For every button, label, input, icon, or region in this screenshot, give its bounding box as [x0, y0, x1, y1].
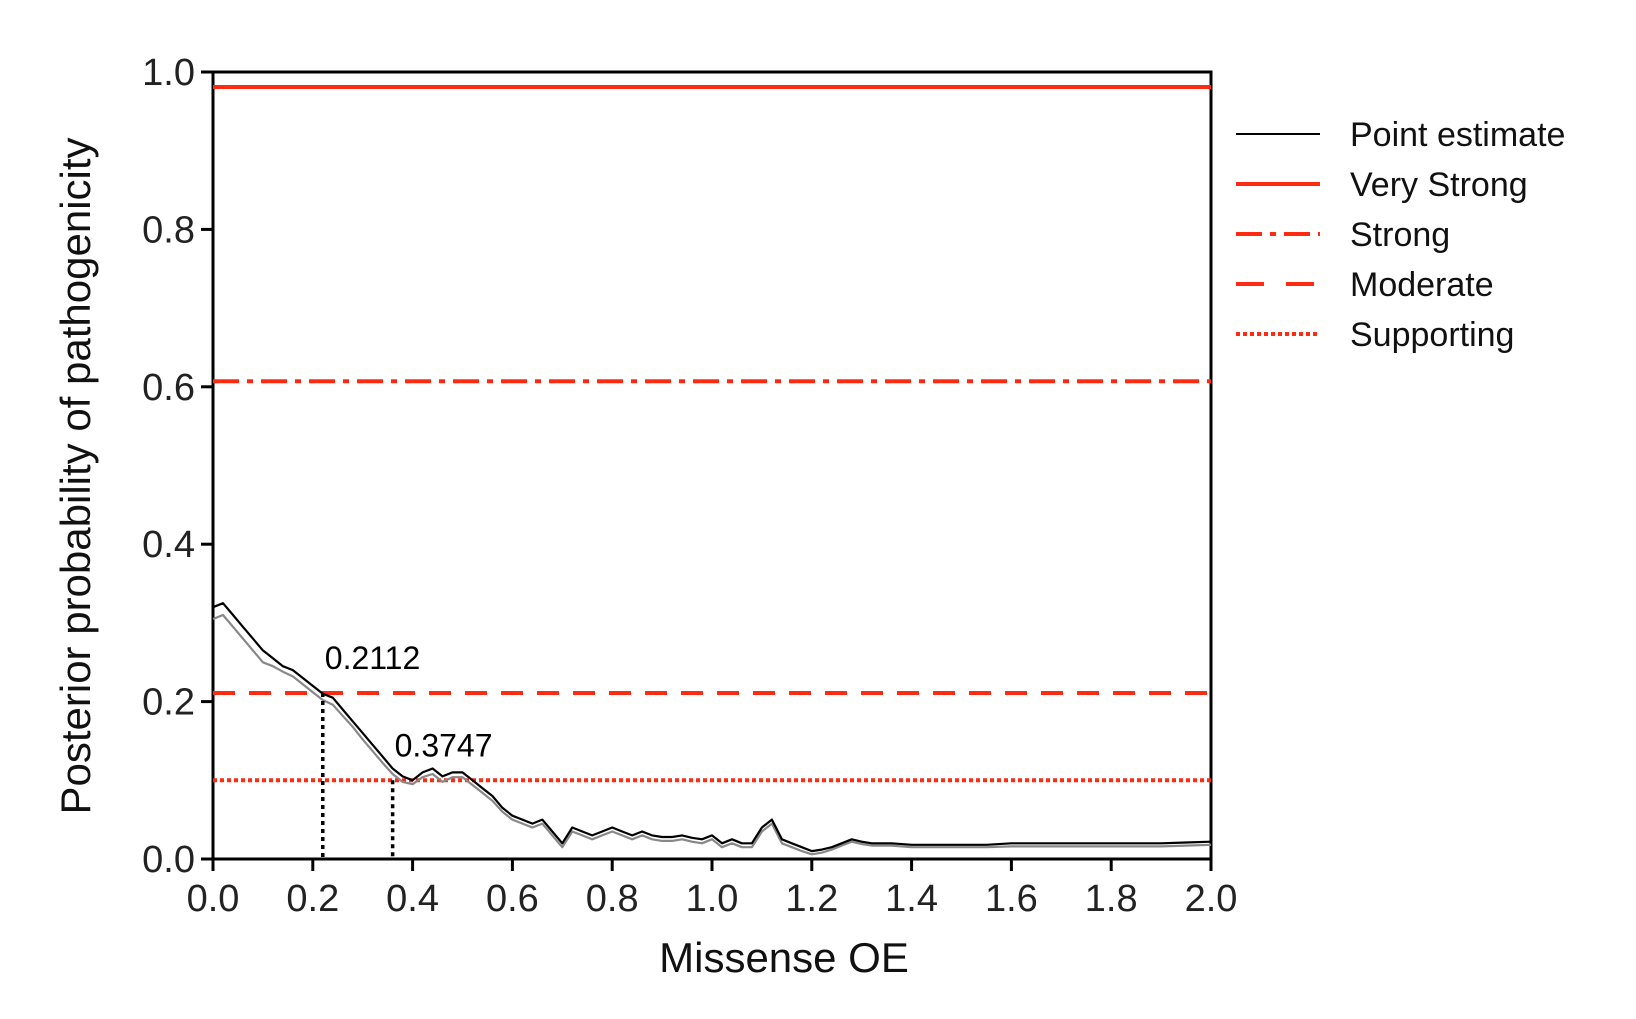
y-tick-label: 0.6 — [142, 367, 195, 409]
legend-label: Moderate — [1350, 266, 1494, 304]
y-tick-label: 0.8 — [142, 209, 195, 251]
x-tick-label: 0.8 — [586, 878, 639, 920]
x-tick-label: 1.2 — [785, 878, 838, 920]
series-line-lower-bound — [212, 613, 1212, 856]
legend-label: Point estimate — [1350, 116, 1565, 154]
x-axis: 0.0 0.2 0.4 0.6 0.8 1.0 1.2 1.4 1.6 1.8 2.0 — [187, 859, 1238, 920]
legend-label: Strong — [1350, 216, 1450, 254]
y-axis-label: Posterior probability of pathogenicity — [52, 137, 99, 814]
y-axis: 0.0 0.2 0.4 0.6 0.8 1.0 — [142, 52, 213, 881]
y-tick-label: 0.4 — [142, 524, 195, 566]
annotation-label-1: 0.2112 — [325, 640, 421, 676]
x-tick-label: 0.6 — [486, 878, 539, 920]
series-line-point-estimate — [212, 602, 1212, 853]
annotation-label-2: 0.3747 — [395, 727, 493, 763]
legend-label: Very Strong — [1350, 166, 1528, 204]
x-tick-label: 1.6 — [985, 878, 1038, 920]
y-tick-label: 0.2 — [142, 682, 195, 724]
y-tick-label: 1.0 — [142, 52, 195, 94]
x-tick-label: 2.0 — [1185, 878, 1238, 920]
legend-label: Supporting — [1350, 316, 1514, 354]
x-tick-label: 1.8 — [1085, 878, 1138, 920]
plot-area: 0.2112 0.3747 — [211, 70, 1213, 861]
x-tick-label: 1.4 — [885, 878, 938, 920]
legend: Point estimate Very Strong Strong Moderate S… — [1236, 116, 1565, 354]
x-axis-label: Missense OE — [659, 934, 909, 981]
x-tick-label: 0.4 — [386, 878, 439, 920]
x-tick-label: 1.0 — [686, 878, 739, 920]
x-tick-label: 0.0 — [187, 878, 240, 920]
y-tick-label: 0.0 — [142, 839, 195, 881]
x-tick-label: 0.2 — [286, 878, 339, 920]
